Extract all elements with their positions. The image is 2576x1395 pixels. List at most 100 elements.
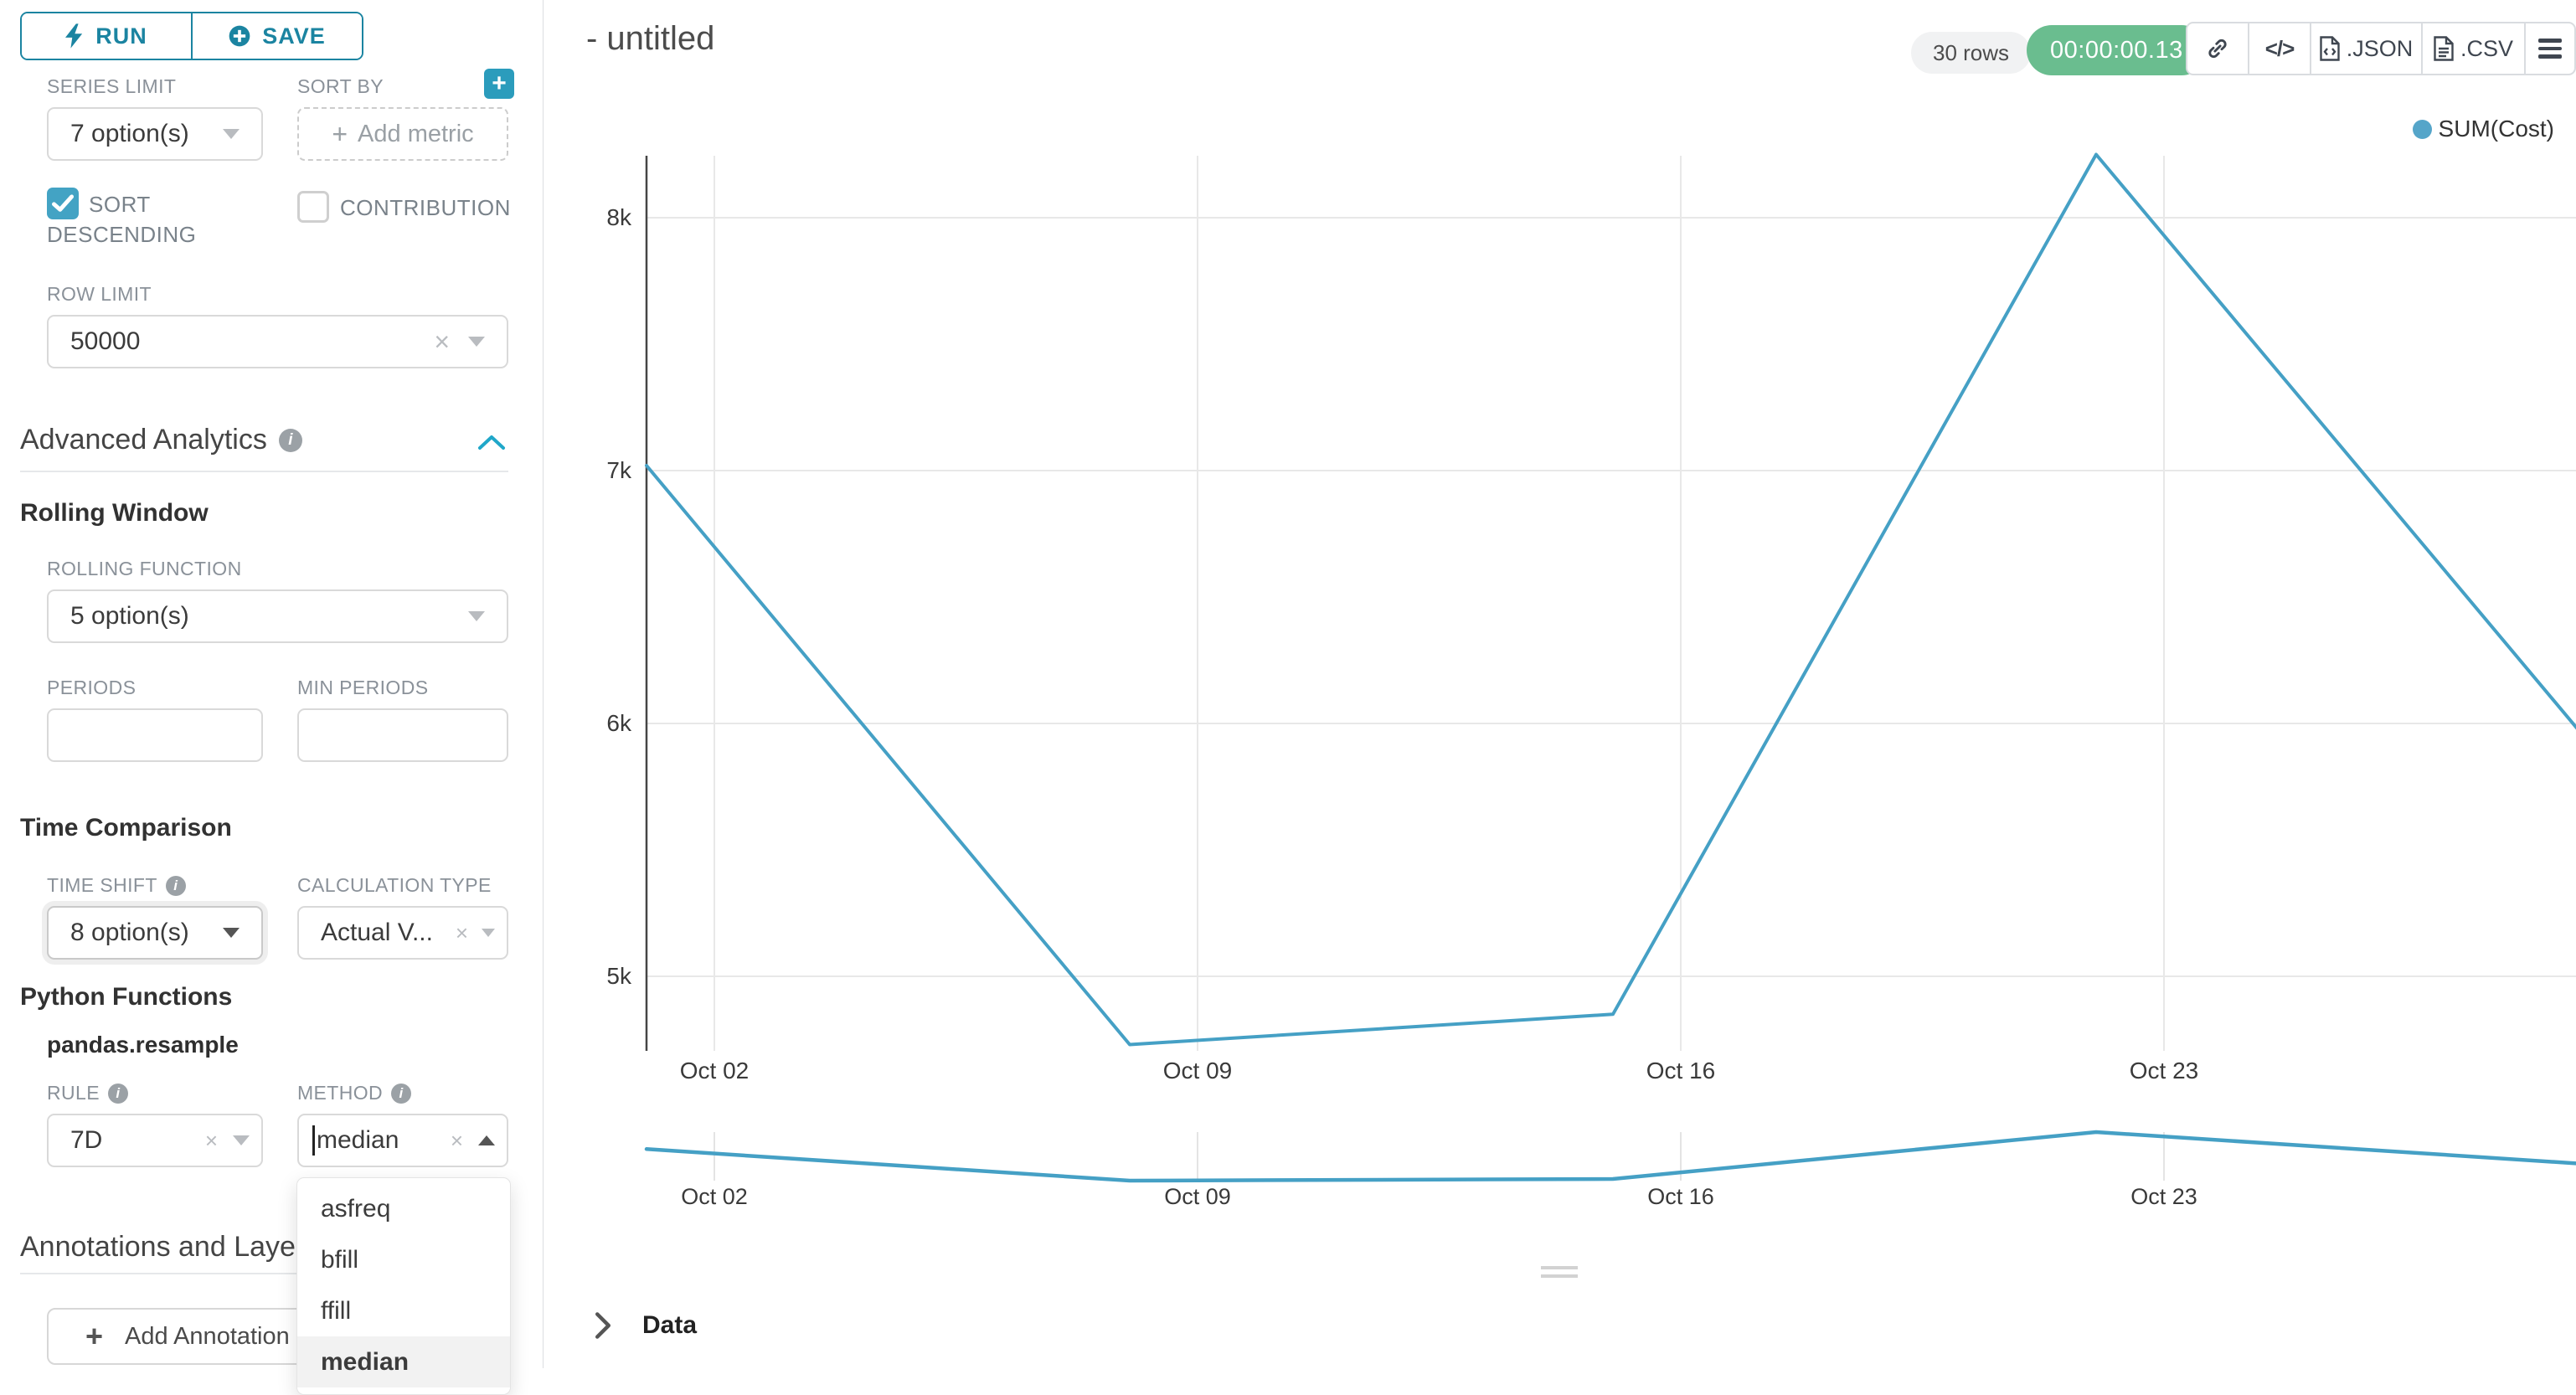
- caret-down-icon: [468, 611, 485, 621]
- embed-code-button[interactable]: </>: [2249, 23, 2311, 74]
- info-icon: i: [278, 428, 302, 452]
- info-icon: i: [391, 1083, 412, 1104]
- copy-link-button[interactable]: [2187, 23, 2249, 74]
- caret-down-icon: [223, 129, 240, 139]
- dropdown-option-ffill[interactable]: ffill: [321, 1296, 352, 1325]
- sort-descending-label-1: SORT: [89, 192, 151, 217]
- dropdown-option-asfreq[interactable]: asfreq: [321, 1194, 391, 1223]
- row-count-badge: 30 rows: [1911, 32, 2032, 74]
- row-limit-value: 50000: [70, 327, 141, 355]
- legend-item[interactable]: SUM(Cost): [2412, 116, 2554, 142]
- annotations-layers-title: Annotations and Layers: [20, 1231, 320, 1263]
- plus-circle-icon: [229, 25, 250, 47]
- legend-dot: [2412, 119, 2432, 139]
- clear-icon[interactable]: ×: [204, 1128, 218, 1153]
- data-section-label: Data: [642, 1311, 698, 1339]
- chart-title[interactable]: - untitled: [586, 20, 715, 57]
- caret-down-icon: [223, 928, 240, 938]
- query-timer-badge: 00:00:00.13: [2027, 25, 2207, 75]
- advanced-analytics-header[interactable]: Advanced Analytics i: [20, 424, 302, 456]
- rolling-window-title: Rolling Window: [20, 499, 209, 527]
- add-metric-button[interactable]: + Add metric: [297, 107, 508, 161]
- export-json-button[interactable]: .JSON: [2311, 23, 2423, 74]
- add-sort-metric-plus-button[interactable]: +: [484, 69, 514, 99]
- chevron-up-icon[interactable]: [477, 434, 506, 450]
- clear-icon[interactable]: ×: [450, 1128, 463, 1153]
- checkmark-icon: [52, 194, 74, 212]
- row-limit-label: ROW LIMIT: [47, 283, 152, 305]
- sort-descending-checkbox[interactable]: [47, 188, 79, 219]
- calculation-type-select[interactable]: Actual V... ×: [297, 906, 508, 960]
- data-section-toggle[interactable]: Data: [594, 1311, 697, 1340]
- min-periods-input[interactable]: [297, 708, 508, 762]
- calculation-type-label: CALCULATION TYPE: [297, 874, 492, 896]
- row-limit-select[interactable]: 50000 ×: [47, 315, 508, 368]
- rolling-function-label: ROLLING FUNCTION: [47, 558, 242, 579]
- control-panel: RUN SAVE SERIES LIMIT SORT BY + 7 option…: [0, 0, 544, 1395]
- rule-label: RULE i: [47, 1082, 128, 1104]
- contribution-label: CONTRIBUTION: [340, 195, 511, 220]
- caret-down-icon: [233, 1135, 250, 1145]
- dropdown-option-bfill[interactable]: bfill: [321, 1245, 359, 1274]
- info-icon: i: [165, 875, 186, 896]
- section-divider: [20, 471, 508, 472]
- section-divider: [20, 1273, 508, 1274]
- plus-icon: +: [332, 118, 348, 149]
- time-shift-label: TIME SHIFT i: [47, 874, 186, 897]
- export-csv-button[interactable]: .CSV: [2423, 23, 2526, 74]
- x-tick-label: Oct 02: [679, 1058, 750, 1084]
- series-limit-select[interactable]: 7 option(s): [47, 107, 263, 161]
- text-cursor: [312, 1125, 315, 1156]
- mini-x-tick-label: Oct 23: [2130, 1184, 2197, 1209]
- method-combobox[interactable]: median ×: [297, 1114, 508, 1167]
- mini-x-tick-label: Oct 02: [681, 1184, 748, 1209]
- mini-x-tick-label: Oct 09: [1164, 1184, 1231, 1209]
- mini-x-tick-label: Oct 16: [1647, 1184, 1714, 1209]
- code-icon: </>: [2264, 35, 2295, 61]
- periods-label: PERIODS: [47, 677, 137, 698]
- min-periods-label: MIN PERIODS: [297, 677, 429, 698]
- periods-input[interactable]: [47, 708, 263, 762]
- clear-icon[interactable]: ×: [434, 327, 450, 357]
- file-code-icon: [2320, 36, 2340, 61]
- time-shift-select[interactable]: 8 option(s): [47, 906, 263, 960]
- panel-resize-handle[interactable]: [1541, 1266, 1578, 1283]
- caret-up-icon[interactable]: [478, 1135, 495, 1145]
- export-button-group: </> .JSON .CSV: [2186, 22, 2576, 75]
- method-value: median: [317, 1126, 399, 1154]
- chart-panel: - untitled 30 rows 00:00:00.13 </> .JSON…: [544, 0, 2576, 1368]
- hamburger-menu-icon: [2538, 39, 2562, 59]
- save-button[interactable]: SAVE: [193, 13, 362, 59]
- x-tick-label: Oct 16: [1646, 1058, 1716, 1084]
- clear-icon[interactable]: ×: [455, 920, 468, 945]
- annotations-layers-header[interactable]: Annotations and Layers: [20, 1231, 319, 1264]
- y-tick-label: 8k: [606, 204, 631, 230]
- add-metric-label: Add metric: [358, 120, 474, 147]
- method-dropdown-menu: asfreq bfill ffill median: [296, 1177, 511, 1395]
- calculation-type-value: Actual V...: [321, 919, 433, 946]
- run-save-button-group: RUN SAVE: [20, 12, 363, 60]
- caret-down-icon: [468, 337, 485, 347]
- export-csv-label: .CSV: [2460, 35, 2514, 61]
- time-shift-value: 8 option(s): [70, 919, 189, 946]
- legend-label: SUM(Cost): [2438, 116, 2554, 142]
- sort-descending-label-2: DESCENDING: [47, 222, 197, 247]
- method-label: METHOD i: [297, 1082, 412, 1104]
- caret-down-icon: [482, 929, 495, 937]
- mini-line: [644, 1130, 2576, 1183]
- contribution-checkbox[interactable]: [297, 191, 329, 223]
- run-button[interactable]: RUN: [22, 13, 193, 59]
- x-tick-label: Oct 09: [1162, 1058, 1233, 1084]
- rolling-function-select[interactable]: 5 option(s): [47, 589, 508, 643]
- rule-select[interactable]: 7D ×: [47, 1114, 263, 1167]
- sort-by-label: SORT BY: [297, 75, 384, 97]
- rolling-function-value: 5 option(s): [70, 602, 189, 630]
- dropdown-option-median[interactable]: median: [297, 1336, 510, 1387]
- chevron-right-icon: [595, 1312, 611, 1339]
- info-icon: i: [107, 1083, 128, 1104]
- python-functions-title: Python Functions: [20, 983, 233, 1011]
- export-json-label: .JSON: [2346, 35, 2414, 61]
- line-chart: [644, 152, 2576, 1183]
- advanced-analytics-title: Advanced Analytics: [20, 424, 267, 456]
- chart-menu-button[interactable]: [2526, 23, 2574, 74]
